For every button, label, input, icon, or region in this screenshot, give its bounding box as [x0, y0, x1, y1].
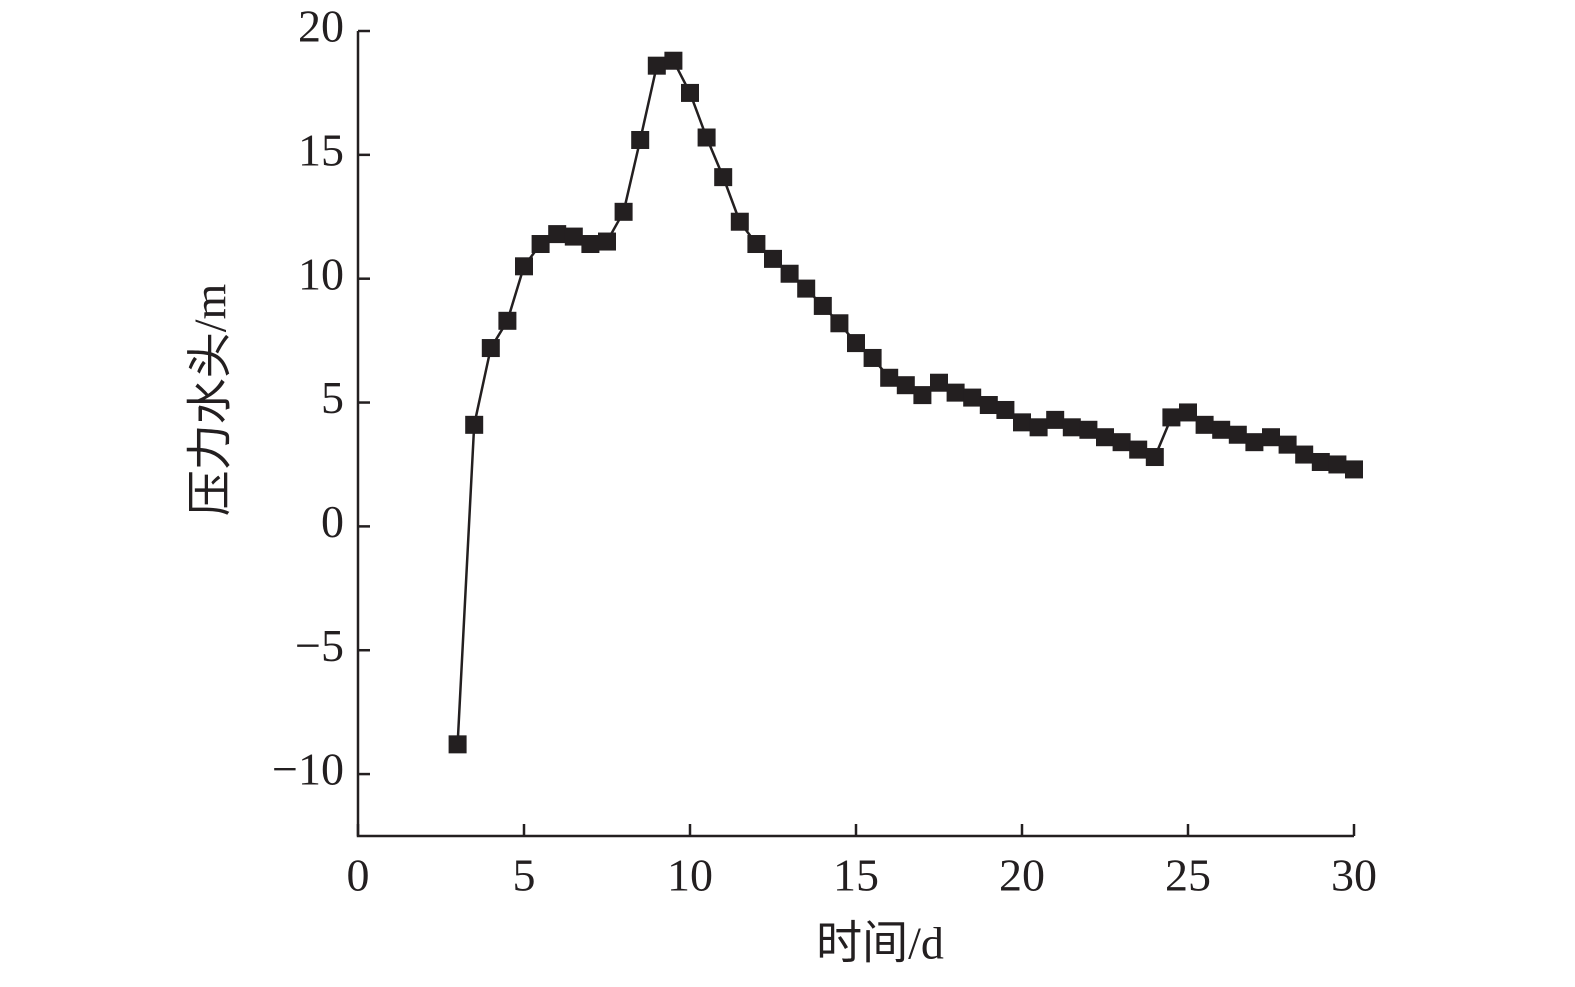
marker	[1062, 418, 1081, 437]
marker	[1046, 410, 1065, 429]
marker	[465, 415, 484, 434]
marker	[1029, 418, 1048, 437]
marker	[797, 279, 816, 298]
marker	[764, 249, 782, 268]
x-tick-label: 15	[833, 850, 879, 901]
marker	[448, 735, 467, 754]
marker	[548, 225, 567, 244]
marker	[747, 235, 766, 254]
y-tick-label: 5	[321, 372, 344, 423]
marker	[1295, 445, 1314, 464]
marker	[1013, 413, 1031, 432]
marker	[813, 296, 832, 315]
marker	[714, 168, 733, 187]
marker	[830, 314, 849, 333]
marker	[913, 386, 932, 405]
x-tick-label: 5	[513, 850, 536, 901]
marker	[847, 334, 865, 353]
marker	[780, 264, 799, 283]
marker	[1162, 408, 1181, 427]
marker	[681, 83, 699, 102]
marker	[1245, 433, 1264, 452]
marker	[631, 130, 650, 149]
marker	[930, 373, 948, 392]
marker	[1228, 425, 1247, 444]
y-tick-label: 20	[298, 1, 344, 52]
marker	[1145, 448, 1164, 467]
marker	[1112, 433, 1131, 452]
marker	[896, 376, 915, 395]
marker	[1129, 440, 1148, 459]
y-tick-label: −10	[272, 744, 344, 795]
marker	[1345, 460, 1363, 479]
x-tick-label: 10	[667, 850, 713, 901]
marker	[863, 348, 882, 367]
marker	[647, 56, 666, 75]
y-tick-label: −5	[295, 620, 344, 671]
y-tick-label: 10	[298, 248, 344, 299]
marker	[531, 235, 550, 254]
y-tick-label: 15	[298, 124, 344, 175]
x-tick-label: 25	[1165, 850, 1211, 901]
marker	[581, 235, 600, 254]
marker	[880, 368, 899, 387]
marker	[946, 383, 965, 402]
marker	[1096, 428, 1114, 447]
marker	[1079, 420, 1098, 439]
marker	[564, 227, 583, 246]
marker	[1212, 420, 1231, 439]
x-tick-label: 30	[1331, 850, 1377, 901]
marker	[515, 257, 533, 276]
marker	[979, 396, 998, 415]
y-tick-label: 0	[321, 496, 344, 547]
marker	[1179, 403, 1197, 422]
series-line	[456, 59, 1355, 745]
marker	[963, 388, 982, 407]
marker	[498, 311, 517, 330]
marker	[1262, 428, 1280, 447]
marker	[1328, 455, 1347, 474]
marker	[996, 400, 1015, 419]
x-tick-label: 0	[347, 850, 370, 901]
marker	[481, 339, 500, 358]
marker	[1311, 452, 1330, 471]
marker	[598, 232, 616, 251]
marker	[730, 212, 749, 231]
marker	[664, 51, 683, 70]
marker	[614, 202, 633, 221]
x-axis-label: 时间/d	[816, 918, 944, 969]
y-axis-label: 压力水头/m	[185, 284, 236, 517]
marker	[1195, 415, 1214, 434]
x-tick-label: 20	[999, 850, 1045, 901]
marker	[697, 128, 716, 147]
marker	[1278, 435, 1297, 454]
